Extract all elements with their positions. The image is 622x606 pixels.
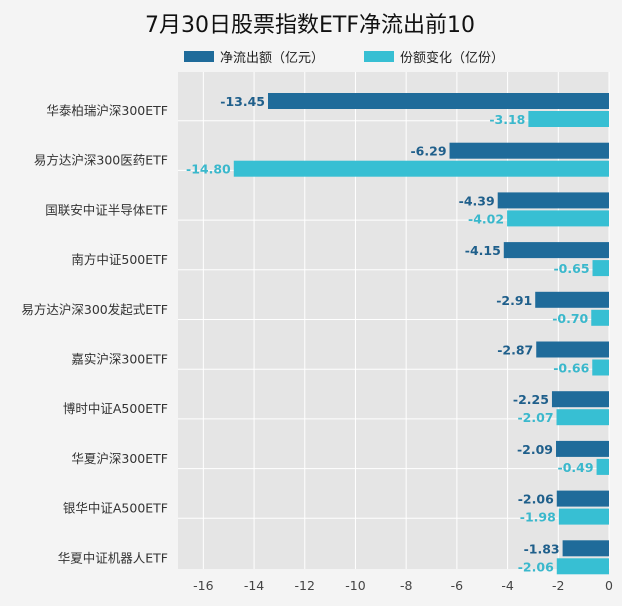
x-tick-label: 0 [605,578,613,593]
x-tick-label: -4 [501,578,514,593]
bar-net-outflow [562,540,609,557]
value-label-share-change: -14.80 [186,162,231,177]
bar-net-outflow [503,242,609,259]
x-tick-label: -14 [244,578,264,593]
category-label: 易方达沪深300发起式ETF [21,302,168,317]
bar-net-outflow [535,291,609,308]
bar-net-outflow [268,93,609,109]
value-label-net-outflow: -6.29 [410,144,446,159]
category-label: 华夏中证机器人ETF [58,550,168,565]
x-tick-label: -16 [193,578,213,593]
x-tick-label: -6 [451,578,464,593]
x-tick-labels: -16 -14 -12 -10 -8 -6 -4 -2 0 [193,578,613,593]
category-label: 博时中证A500ETF [63,401,168,416]
bar-share-change [592,359,609,376]
x-tick-label: -2 [552,578,564,593]
x-tick-label: -8 [400,578,413,593]
bar-share-change [528,111,609,127]
category-labels: 华泰柏瑞沪深300ETF 易方达沪深300医药ETF 国联安中证半导体ETF 南方中证… [21,103,168,565]
value-labels: -13.45 -3.18 -6.29 -14.80 -4.39 -4.02 -4.15 -0.… [186,94,594,574]
value-label-share-change: -0.49 [558,460,594,475]
value-label-net-outflow: -4.15 [465,243,501,258]
bar-share-change [507,210,609,227]
value-label-net-outflow: -4.39 [459,193,495,208]
value-label-share-change: -4.02 [468,211,504,226]
value-label-net-outflow: -13.45 [220,94,265,109]
chart-title: 7月30日股票指数ETF净流出前10 [145,13,475,38]
bar-share-change [556,409,609,426]
value-label-net-outflow: -1.83 [524,541,560,556]
bar-share-change [592,260,609,277]
legend-swatch-share-change [364,51,394,62]
value-label-share-change: -0.66 [553,361,589,376]
category-label: 嘉实沪深300ETF [71,352,168,367]
category-label: 华夏沪深300ETF [71,451,168,466]
x-tick-label: -10 [345,578,365,593]
bar-net-outflow [551,391,609,408]
value-label-net-outflow: -2.87 [497,343,533,358]
legend-label-net-outflow: 净流出额（亿元） [220,51,324,66]
category-label: 银华中证A500ETF [63,501,168,516]
value-label-share-change: -2.06 [518,559,554,574]
legend: 净流出额（亿元） 份额变化（亿份） [184,50,504,66]
value-label-net-outflow: -2.06 [518,492,554,507]
bar-share-change [591,309,609,326]
x-tick-label: -12 [295,578,315,593]
bar-share-change [556,558,609,575]
bar-net-outflow [449,142,609,159]
value-label-net-outflow: -2.91 [496,293,532,308]
category-label: 华泰柏瑞沪深300ETF [46,103,168,118]
category-label: 南方中证500ETF [71,252,168,267]
legend-swatch-net-outflow [184,51,214,62]
value-label-share-change: -0.65 [553,261,589,276]
legend-label-share-change: 份额变化（亿份） [400,50,504,66]
bar-net-outflow [497,192,609,209]
value-label-share-change: -0.70 [552,311,588,326]
bars [233,93,609,575]
category-label: 易方达沪深300医药ETF [34,153,168,168]
bar-share-change [596,458,609,475]
bar-share-change [233,160,609,177]
value-label-net-outflow: -2.09 [517,442,553,457]
bar-net-outflow [556,440,609,457]
category-label: 国联安中证半导体ETF [45,202,168,217]
bar-net-outflow [556,490,609,507]
value-label-share-change: -2.07 [517,410,553,425]
bar-share-change [558,508,609,525]
bar-net-outflow [536,341,609,358]
value-label-share-change: -1.98 [520,510,556,525]
value-label-share-change: -3.18 [489,112,525,127]
value-label-net-outflow: -2.25 [513,392,549,407]
